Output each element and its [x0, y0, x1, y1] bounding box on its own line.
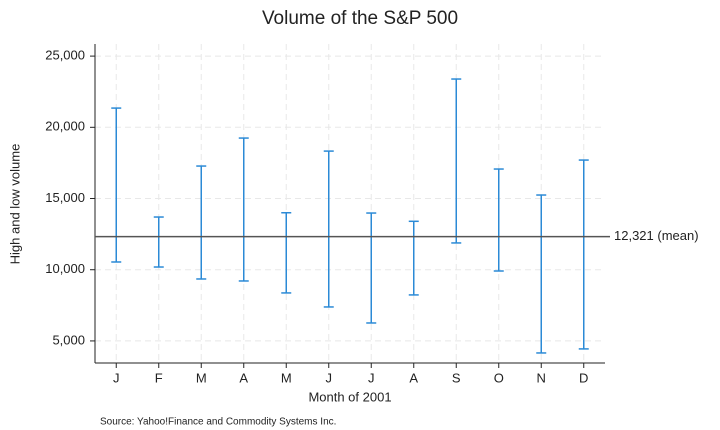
x-tick-label: A [239, 370, 248, 385]
mean-label: 12,321 (mean) [614, 228, 699, 243]
y-tick-label: 10,000 [45, 261, 85, 276]
x-axis-label: Month of 2001 [308, 389, 391, 404]
x-tick-label: J [326, 370, 333, 385]
y-tick-label: 20,000 [45, 119, 85, 134]
x-tick-label: O [494, 370, 504, 385]
x-tick-label: A [409, 370, 418, 385]
x-tick-label: S [452, 370, 461, 385]
x-tick-label: D [579, 370, 588, 385]
note: Source: Yahoo!Finance and Commodity Syst… [100, 417, 336, 428]
x-tick-label: N [537, 370, 546, 385]
chart-title: Volume of the S&P 500 [262, 8, 458, 29]
x-tick-label: M [281, 370, 292, 385]
x-tick-label: M [196, 370, 207, 385]
x-tick-label: J [113, 370, 120, 385]
y-axis-label: High and low volume [7, 144, 22, 265]
y-tick-label: 15,000 [45, 190, 85, 205]
x-tick-label: F [155, 370, 163, 385]
y-tick-label: 25,000 [45, 48, 85, 63]
y-tick-label: 5,000 [52, 332, 85, 347]
x-tick-label: J [368, 370, 375, 385]
